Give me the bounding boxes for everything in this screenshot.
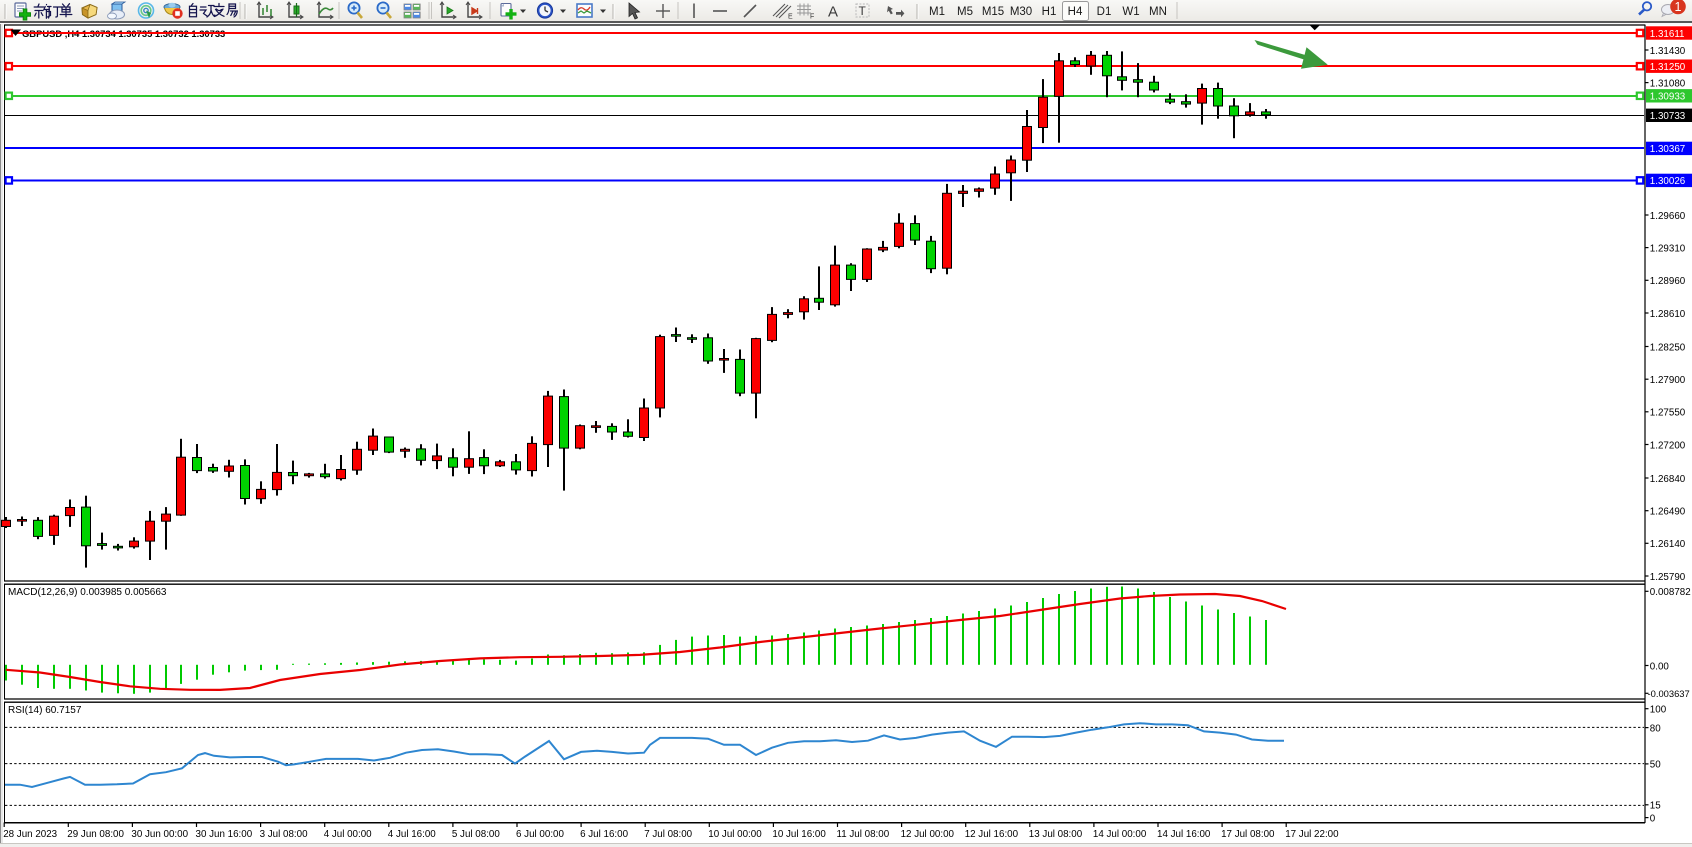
svg-text:3 Jul 08:00: 3 Jul 08:00 [260, 829, 308, 840]
svg-text:10 Jul 00:00: 10 Jul 00:00 [708, 829, 762, 840]
svg-text:14 Jul 00:00: 14 Jul 00:00 [1093, 829, 1147, 840]
svg-text:H4: H4 [1068, 6, 1083, 18]
svg-text:1.26490: 1.26490 [1650, 507, 1686, 518]
svg-text:1.31080: 1.31080 [1650, 78, 1686, 89]
svg-text:D1: D1 [1097, 6, 1112, 18]
svg-text:1.27200: 1.27200 [1650, 440, 1686, 451]
svg-text:1.27900: 1.27900 [1650, 375, 1686, 386]
svg-text:17 Jul 08:00: 17 Jul 08:00 [1221, 829, 1275, 840]
svg-text:1.28610: 1.28610 [1650, 309, 1686, 320]
svg-text:1.30026: 1.30026 [1650, 176, 1686, 187]
svg-text:1.30367: 1.30367 [1650, 144, 1685, 155]
svg-text:13 Jul 08:00: 13 Jul 08:00 [1029, 829, 1083, 840]
svg-text:4 Jul 16:00: 4 Jul 16:00 [388, 829, 436, 840]
svg-text:RSI(14) 60.7157: RSI(14) 60.7157 [8, 705, 82, 716]
svg-text:10 Jul 16:00: 10 Jul 16:00 [772, 829, 826, 840]
svg-text:F: F [810, 14, 814, 21]
svg-text:100: 100 [1650, 705, 1667, 716]
svg-text:T: T [859, 4, 867, 18]
svg-text:W1: W1 [1122, 6, 1139, 18]
svg-text:H1: H1 [1042, 6, 1057, 18]
svg-text:1.25790: 1.25790 [1650, 572, 1686, 583]
svg-text:50: 50 [1650, 760, 1661, 771]
svg-text:14 Jul 16:00: 14 Jul 16:00 [1157, 829, 1211, 840]
svg-text:1.27550: 1.27550 [1650, 408, 1686, 419]
svg-text:5 Jul 08:00: 5 Jul 08:00 [452, 829, 500, 840]
svg-text:6 Jul 00:00: 6 Jul 00:00 [516, 829, 564, 840]
svg-text:4 Jul 00:00: 4 Jul 00:00 [324, 829, 372, 840]
svg-text:11 Jul 08:00: 11 Jul 08:00 [837, 829, 890, 840]
svg-text:M30: M30 [1010, 6, 1032, 18]
svg-text:30 Jun 16:00: 30 Jun 16:00 [196, 829, 253, 840]
svg-text:0.00: 0.00 [1650, 661, 1670, 672]
svg-text:15: 15 [1650, 801, 1661, 812]
svg-text:1.28960: 1.28960 [1650, 276, 1686, 287]
svg-text:80: 80 [1650, 723, 1661, 734]
svg-text:12 Jul 00:00: 12 Jul 00:00 [901, 829, 955, 840]
svg-text:A: A [828, 4, 838, 21]
svg-text:7 Jul 08:00: 7 Jul 08:00 [644, 829, 692, 840]
svg-text:12 Jul 16:00: 12 Jul 16:00 [965, 829, 1019, 840]
svg-text:1.29660: 1.29660 [1650, 211, 1686, 222]
svg-text:1.31430: 1.31430 [1650, 46, 1686, 57]
svg-text:0.008782: 0.008782 [1650, 587, 1691, 598]
svg-text:M15: M15 [982, 6, 1004, 18]
svg-text:29 Jun 08:00: 29 Jun 08:00 [67, 829, 124, 840]
svg-text:M5: M5 [957, 6, 973, 18]
svg-text:0: 0 [1650, 813, 1656, 824]
svg-text:28 Jun 2023: 28 Jun 2023 [3, 829, 57, 840]
svg-text:1.31611: 1.31611 [1650, 29, 1685, 40]
svg-text:1.29310: 1.29310 [1650, 243, 1686, 254]
svg-text:6 Jul 16:00: 6 Jul 16:00 [580, 829, 628, 840]
svg-text:30 Jun 00:00: 30 Jun 00:00 [131, 829, 188, 840]
svg-text:1.30733: 1.30733 [1650, 111, 1686, 122]
svg-text:1.26140: 1.26140 [1650, 539, 1686, 550]
svg-text:1: 1 [1675, 0, 1682, 14]
svg-text:MACD(12,26,9) 0.003985 0.00566: MACD(12,26,9) 0.003985 0.005663 [8, 587, 167, 598]
svg-text:17 Jul 22:00: 17 Jul 22:00 [1285, 829, 1339, 840]
svg-text:1.28250: 1.28250 [1650, 342, 1686, 353]
svg-text:E: E [788, 14, 793, 21]
svg-text:1.31250: 1.31250 [1650, 62, 1686, 73]
svg-text:MN: MN [1149, 6, 1167, 18]
svg-text:1.26840: 1.26840 [1650, 474, 1686, 485]
svg-text:1.30933: 1.30933 [1650, 92, 1686, 103]
svg-text:M1: M1 [929, 6, 945, 18]
svg-text:-0.003637: -0.003637 [1648, 688, 1690, 699]
